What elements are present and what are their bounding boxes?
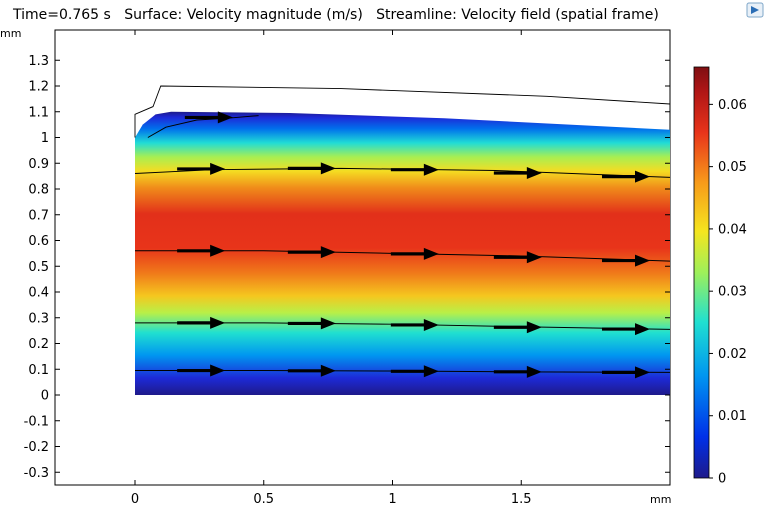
x-axis-unit: mm [650, 493, 671, 506]
streamline-arrow [184, 111, 233, 124]
y-tick-label: 1.1 [28, 105, 49, 120]
arrow-head [210, 316, 226, 329]
arrow-head [526, 365, 542, 378]
x-tick-label: 0 [131, 492, 139, 507]
streamline-arrow [287, 317, 336, 330]
arrow-head [635, 323, 650, 336]
y-tick-label: -0.3 [24, 466, 49, 481]
y-tick-label: -0.2 [24, 440, 49, 455]
y-tick-label: 1.3 [28, 54, 49, 69]
arrow-head [635, 254, 650, 267]
streamline-arrow [287, 364, 336, 377]
y-tick-label: 1 [41, 131, 49, 146]
y-tick-label: 0.8 [28, 183, 49, 198]
arrow-head [635, 170, 650, 183]
arrow-head [526, 167, 542, 180]
streamline-arrow [177, 364, 226, 377]
y-tick-label: 0.6 [28, 234, 49, 249]
y-tick-label: 0.7 [28, 208, 49, 223]
outer-boundary-line [134, 85, 670, 138]
y-axis-ticks: 1.3 1.2 1.1 1 0.9 0.8 0.7 0.6 0.5 0.4 0.3 0.2 0.1 0 -0… [24, 54, 670, 481]
arrow-head [217, 111, 233, 124]
streamline-arrow [177, 244, 226, 257]
streamline-arrow [390, 365, 439, 378]
x-tick-label: 1 [388, 492, 396, 507]
arrow-head [423, 365, 439, 378]
arrow-head [210, 364, 226, 377]
plot-content [134, 85, 670, 395]
colorbar-tick-label: 0.05 [718, 160, 747, 175]
streamline-arrow [602, 170, 650, 183]
arrow-head [423, 163, 439, 176]
arrow-head [526, 321, 542, 334]
arrow-head [320, 317, 336, 330]
arrow-head [320, 364, 336, 377]
comsol-logo-icon [746, 2, 764, 18]
arrow-head [210, 162, 226, 175]
y-tick-label: 1.2 [28, 80, 49, 95]
x-tick-label: 0.5 [253, 492, 274, 507]
streamline-arrow [493, 365, 542, 378]
streamline-arrow [177, 162, 226, 175]
arrow-head [423, 318, 439, 331]
streamline-arrow [602, 323, 650, 336]
colorbar-tick-label: 0.01 [718, 409, 747, 424]
streamline-arrow [390, 318, 439, 331]
streamline-arrow [602, 254, 650, 267]
y-tick-label: 0.3 [28, 311, 49, 326]
y-tick-label: -0.1 [24, 414, 49, 429]
streamline-arrow [390, 247, 439, 260]
colorbar-tick-label: 0 [718, 472, 726, 487]
streamline-arrows [177, 111, 650, 379]
y-tick-label: 0.5 [28, 260, 49, 275]
streamline [134, 167, 670, 178]
colorbar-ticks: 0.06 0.05 0.04 0.03 0.02 0.01 0 [709, 98, 747, 487]
arrow-head [526, 251, 542, 264]
y-tick-label: 0.4 [28, 286, 49, 301]
arrow-head [320, 162, 336, 175]
y-tick-label: 0.9 [28, 157, 49, 172]
streamline-arrow [493, 321, 542, 334]
streamline-arrow [390, 163, 439, 176]
streamline [147, 115, 259, 138]
colorbar-gradient [693, 66, 710, 479]
y-tick-label: 0 [41, 389, 49, 404]
streamline-arrow [602, 366, 650, 379]
title-streamline: Streamline: Velocity field (spatial fram… [376, 7, 659, 23]
streamline-arrow [287, 162, 336, 175]
x-axis-ticks: 0 0.5 1 1.5 [131, 30, 532, 507]
streamline-arrow [177, 316, 226, 329]
streamline-arrow [493, 167, 542, 180]
colorbar-tick-label: 0.03 [718, 285, 747, 300]
colorbar: 0.06 0.05 0.04 0.03 0.02 0.01 0 [693, 66, 747, 487]
streamline-arrow [287, 246, 336, 259]
title-time: Time=0.765 s [13, 7, 111, 23]
arrow-head [423, 247, 439, 260]
colorbar-tick-label: 0.02 [718, 347, 747, 362]
y-tick-label: 0.1 [28, 363, 49, 378]
colorbar-tick-label: 0.04 [718, 222, 747, 237]
arrow-head [210, 244, 226, 257]
colorbar-tick-label: 0.06 [718, 98, 747, 113]
title-surface: Surface: Velocity magnitude (m/s) [124, 7, 363, 23]
y-tick-label: 0.2 [28, 337, 49, 352]
arrow-head [635, 366, 650, 379]
plot-title: Time=0.765 s Surface: Velocity magnitude… [13, 7, 659, 23]
y-axis-unit: mm [0, 27, 21, 40]
arrow-head [320, 246, 336, 259]
x-tick-label: 1.5 [511, 492, 532, 507]
streamline-arrow [493, 251, 542, 264]
